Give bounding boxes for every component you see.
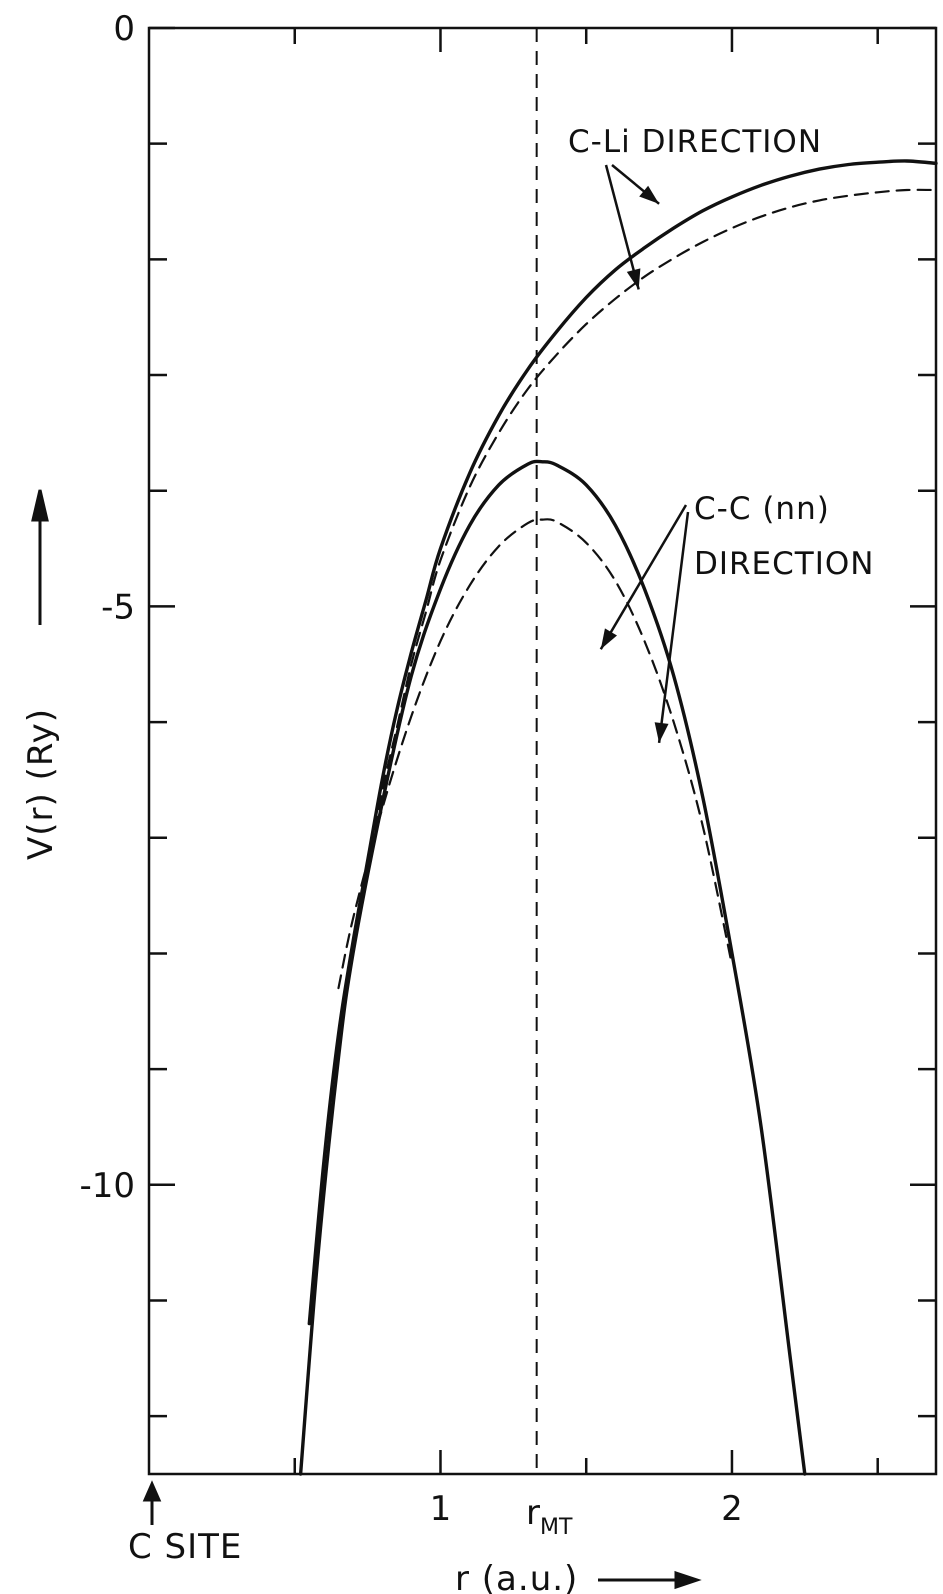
annotation-arrow-head	[626, 268, 641, 290]
axis-ticks	[149, 26, 936, 1474]
rmt-label-sub: MT	[540, 1515, 573, 1540]
annotation-arrows	[599, 164, 690, 744]
y-tick-label: 0	[113, 9, 135, 49]
annotation-c-li-direction: C-Li DIRECTION	[568, 124, 822, 160]
annotation-arrow-line	[599, 504, 688, 650]
annotation-c-c-nn: C-C (nn)	[694, 491, 830, 527]
c-site-arrow	[142, 1480, 162, 1525]
origin-label: C SITE	[128, 1527, 242, 1567]
x-axis-label: r (a.u.)	[455, 1559, 578, 1594]
annotation-arrow-head	[639, 185, 660, 204]
rmt-label-r: r	[526, 1493, 540, 1533]
series-c-c-nn-dashed	[337, 518, 734, 990]
annotation-direction: DIRECTION	[694, 546, 874, 582]
x-tick-label: 1	[430, 1489, 452, 1529]
axis-tick-labels: 0 -5 -10 1 2	[79, 9, 742, 1529]
plot-frame	[147, 26, 938, 1476]
annotation-arrow-line	[657, 511, 690, 744]
annotation-arrow-line	[604, 164, 640, 290]
series-c-li-solid	[307, 159, 938, 1326]
y-axis-label: V(r) (Ry)	[21, 708, 61, 860]
rmt-label: rMT	[526, 1493, 573, 1540]
y-tick-label: -10	[79, 1166, 135, 1206]
y-axis-arrow	[31, 489, 49, 625]
x-axis-arrow	[598, 1570, 702, 1590]
series-c-c-nn-solid	[298, 459, 807, 1476]
x-tick-label: 2	[721, 1489, 743, 1529]
annotation-arrow-head	[600, 628, 617, 650]
y-tick-label: -5	[101, 587, 135, 627]
potential-curves	[298, 159, 938, 1476]
annotation-arrow-head	[654, 722, 669, 743]
series-c-li-dashed	[322, 188, 938, 1163]
